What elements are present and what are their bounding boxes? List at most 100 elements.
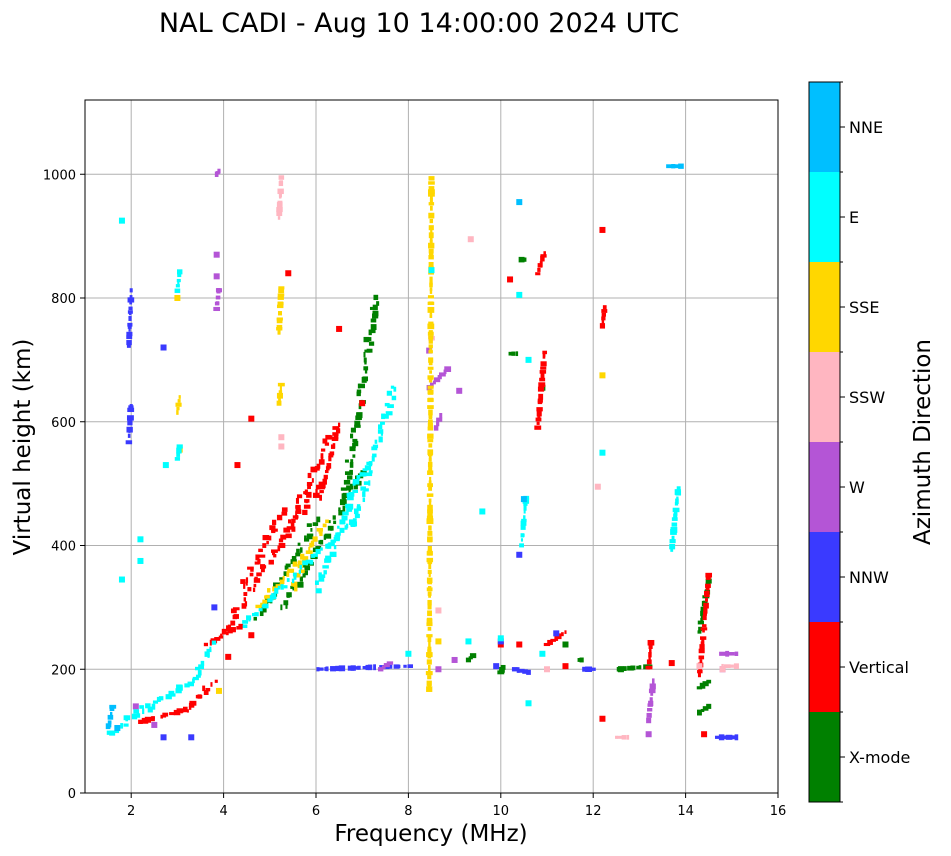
echo-mark [357, 383, 361, 389]
echo-mark [277, 188, 284, 195]
echo-mark [265, 594, 272, 599]
echo-mark [647, 639, 655, 646]
echo-mark [320, 448, 326, 452]
echo-mark [365, 337, 372, 342]
echo-mark [523, 508, 526, 514]
echo-mark [322, 523, 327, 528]
echo-mark [304, 570, 308, 576]
echo-mark [705, 576, 711, 580]
echo-mark [126, 426, 133, 433]
echo-mark [168, 690, 175, 696]
colorbar-segment [809, 622, 840, 712]
echo-point [516, 551, 523, 558]
echo-mark [189, 700, 197, 706]
echo-mark [276, 324, 283, 329]
echo-mark [734, 651, 739, 656]
echo-mark [230, 620, 236, 626]
echo-mark [272, 552, 276, 556]
echo-mark [332, 443, 336, 449]
echo-mark [346, 475, 353, 480]
echo-mark [322, 565, 329, 569]
echo-mark [362, 491, 366, 497]
echo-mark [370, 318, 377, 323]
echo-mark [428, 350, 433, 354]
echo-mark [427, 397, 434, 403]
echo-point [336, 325, 343, 332]
echo-mark [386, 661, 394, 665]
echo-mark [363, 481, 370, 485]
echo-point [719, 666, 726, 673]
echo-mark [176, 444, 183, 449]
echo-mark [699, 636, 707, 640]
echo-mark [243, 583, 246, 589]
echo-mark [214, 679, 218, 683]
echo-mark [291, 555, 297, 562]
echo-mark [315, 548, 321, 555]
echo-mark [427, 675, 432, 680]
echo-point [137, 536, 144, 543]
echo-point [479, 508, 486, 515]
echo-mark [187, 681, 195, 687]
echo-mark [429, 276, 433, 283]
echo-mark [246, 615, 252, 621]
echo-mark [202, 685, 206, 692]
echo-mark [211, 640, 217, 645]
echo-mark [427, 323, 435, 330]
echo-mark [426, 659, 432, 665]
echo-mark [539, 385, 544, 390]
echo-mark [278, 542, 286, 549]
echo-mark [428, 358, 433, 363]
echo-mark [269, 525, 276, 531]
echo-mark [550, 638, 556, 642]
echo-mark [428, 181, 435, 185]
echo-mark [230, 608, 237, 614]
echo-mark [579, 657, 584, 663]
echo-mark [276, 514, 283, 521]
echo-mark [127, 322, 133, 327]
echo-mark [291, 526, 296, 532]
echo-mark [295, 511, 298, 517]
echo-mark [109, 730, 116, 736]
echo-mark [702, 681, 709, 687]
echo-mark [128, 328, 131, 332]
echo-mark [356, 504, 361, 508]
echo-mark [428, 186, 435, 190]
echo-mark [302, 573, 306, 578]
echo-mark [372, 304, 378, 311]
echo-mark [126, 340, 132, 346]
echo-mark [152, 700, 159, 704]
echo-mark [268, 535, 272, 541]
echo-mark [304, 535, 307, 542]
echo-point [435, 638, 442, 645]
echo-mark [428, 254, 434, 260]
echo-mark [535, 272, 541, 276]
echo-mark [428, 443, 433, 448]
y-tick-label: 1000 [43, 168, 76, 183]
echo-mark [698, 626, 703, 632]
echo-mark [296, 581, 304, 588]
echo-mark [429, 287, 433, 292]
echo-point [562, 641, 569, 648]
echo-point [234, 462, 241, 469]
echo-mark [515, 351, 519, 357]
echo-mark [333, 520, 337, 525]
echo-mark [278, 288, 285, 294]
echo-mark [616, 735, 624, 739]
echo-mark [343, 479, 351, 485]
echo-mark [277, 585, 281, 590]
echo-mark [310, 528, 313, 532]
echo-mark [403, 664, 407, 668]
echo-mark [381, 665, 386, 669]
echo-mark [299, 547, 303, 553]
echo-mark [276, 327, 283, 331]
echo-mark [329, 551, 337, 558]
echo-mark [176, 684, 183, 691]
echo-point [118, 576, 125, 583]
echo-mark [376, 301, 380, 306]
echo-mark [277, 293, 285, 297]
echo-mark [144, 716, 151, 723]
x-tick-label: 10 [493, 804, 510, 819]
echo-mark [465, 657, 472, 663]
echo-mark [332, 426, 340, 430]
colorbar-frame [808, 81, 841, 803]
